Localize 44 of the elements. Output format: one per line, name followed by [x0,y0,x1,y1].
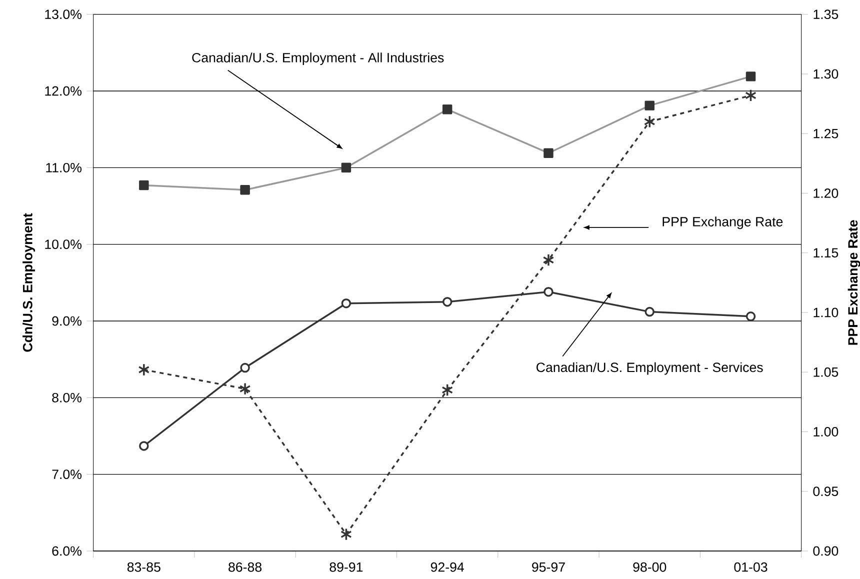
annotation: Canadian/U.S. Employment - All Industries [192,52,444,66]
x-tick-label: 89-91 [330,562,363,572]
y2-tick-label: 0.95 [813,486,838,496]
x-tick-label: 92-94 [430,562,464,572]
point [644,306,654,317]
point [544,286,554,297]
y2-tick-label: 1.15 [814,248,838,258]
point [746,312,756,322]
y2-tick-label: 1.00 [814,427,838,436]
point [239,382,251,396]
y2-tick-label: 1.05 [814,367,838,377]
point [542,254,554,266]
y2-tick-label: 1.30 [814,69,838,79]
y-tick-label: 13.0% [45,10,82,20]
point [341,298,352,308]
point [139,441,149,451]
x-tick-label: 01-03 [734,562,768,572]
y-axis-title: Cdn/U.S. Employment [22,213,35,352]
point [745,88,756,102]
point [240,362,250,373]
x-tick-label: 95-97 [532,562,565,572]
y-tick-label: 10.0% [45,240,82,250]
point [138,363,150,376]
y2-tick-label: 1.20 [814,188,838,198]
y-tick-label: 12.0% [45,86,82,96]
x-tick-label: 83-85 [127,562,160,572]
x-tick-label: 86-88 [228,562,262,572]
point [442,296,452,307]
annotation: PPP Exchange Rate [662,216,783,230]
y-tick-label: 9.0% [52,316,82,326]
y2-tick-label: 1.35 [814,10,838,20]
annotation: Canadian/U.S. Employment - Services [536,362,763,375]
y2-tick-label: 1.10 [814,308,838,318]
y-tick-label: 6.0% [52,546,82,556]
y2-tick-label: 0.90 [813,546,838,556]
y-tick-label: 7.0% [52,470,82,480]
y2-tick-label: 1.25 [814,128,838,138]
y2-axis-title: PPP Exchange Rate [848,220,860,345]
point [340,528,352,541]
point [442,384,454,396]
y-tick-label: 11.0% [46,162,82,172]
x-tick-label: 98-00 [633,562,666,572]
y-tick-label: 8.0% [52,392,82,402]
point [644,115,656,128]
